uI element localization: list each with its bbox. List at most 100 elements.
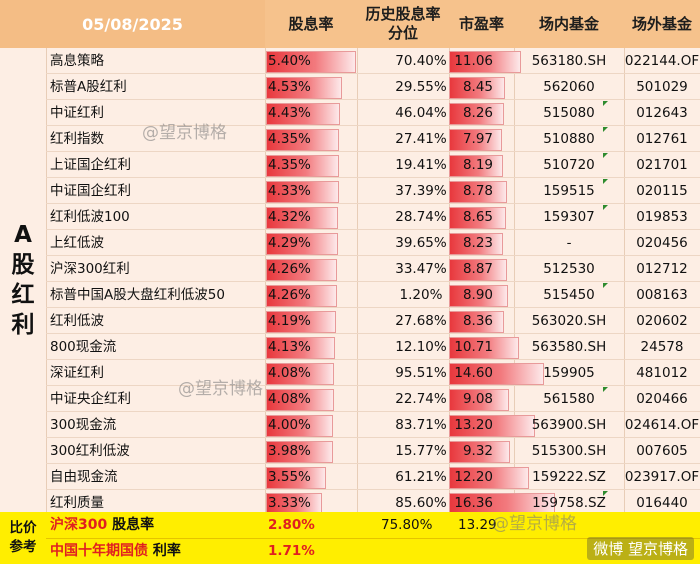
pe-bar <box>449 337 519 359</box>
yield-bar <box>266 155 339 177</box>
offmarket-fund-code: 020115 <box>636 183 688 199</box>
footer-name-black: 股息率 <box>112 517 155 533</box>
side-label-char: 红 <box>11 282 35 308</box>
pe-bar <box>449 467 529 489</box>
onmarket-fund-code: 515300.SH <box>531 443 607 459</box>
onmarket-fund-code: 510880 <box>543 131 595 147</box>
yield-percentile: 46.04% <box>395 105 447 121</box>
pe-bar <box>449 51 521 73</box>
pe-ratio: 9.08 <box>462 391 493 407</box>
header-percentile: 历史股息率分位 <box>365 5 441 42</box>
grid-line <box>624 48 625 512</box>
offmarket-fund-code: 481012 <box>636 365 688 381</box>
pe-ratio: 8.45 <box>462 79 493 95</box>
offmarket-fund-code: 020456 <box>636 235 688 251</box>
table-row: 800现金流 4.13% 12.10% 10.71 563580.SH 24578 <box>46 334 700 360</box>
offmarket-fund-code: 023917.OF <box>624 469 700 485</box>
offmarket-fund-code: 008163 <box>636 287 688 303</box>
row-divider <box>46 73 700 74</box>
table-row: 中证央企红利 4.08% 22.74% 9.08 561580 020466 <box>46 386 700 412</box>
index-name: 高息策略 <box>50 53 104 69</box>
yield-percentile: 95.51% <box>395 365 447 381</box>
index-name: 中证国企红利 <box>50 183 131 199</box>
row-divider <box>46 385 700 386</box>
pe-bar <box>449 77 505 99</box>
onmarket-fund-code: 159307 <box>543 209 595 225</box>
dividend-yield: 4.32% <box>268 209 311 225</box>
table-row: 300现金流 4.00% 83.71% 13.20 563900.SH 024614.OF <box>46 412 700 438</box>
yield-percentile: 83.71% <box>395 417 447 433</box>
pe-bar <box>449 233 503 255</box>
dividend-yield: 3.55% <box>268 469 311 485</box>
table-row: 高息策略 5.40% 70.40% 11.06 563180.SH 022144.OF <box>46 48 700 74</box>
yield-bar <box>266 259 337 281</box>
pe-bar <box>449 389 509 411</box>
dividend-yield: 4.08% <box>268 365 311 381</box>
yield-bar <box>266 415 333 437</box>
yield-bar <box>266 51 356 73</box>
offmarket-fund-code: 020466 <box>636 391 688 407</box>
pe-ratio: 8.19 <box>462 157 493 173</box>
yield-percentile: 85.60% <box>395 495 447 511</box>
onmarket-fund-code: 159905 <box>543 365 595 381</box>
onmarket-fund-code: 510720 <box>543 157 595 173</box>
yield-bar <box>266 207 338 229</box>
pe-ratio: 8.90 <box>462 287 493 303</box>
side-label-char: 利 <box>11 312 35 338</box>
yield-percentile: 19.41% <box>395 157 447 173</box>
onmarket-fund-code: 159222.SZ <box>532 469 606 485</box>
pe-ratio: 13.20 <box>454 417 493 433</box>
pe-ratio: 8.87 <box>462 261 493 277</box>
offmarket-fund-code: 020602 <box>636 313 688 329</box>
row-divider <box>46 99 700 100</box>
side-label-char: 股 <box>11 252 35 278</box>
yield-percentile: 33.47% <box>395 261 447 277</box>
header-yield: 股息率 <box>288 14 334 33</box>
yield-percentile: 27.68% <box>395 313 447 329</box>
offmarket-fund-code: 019853 <box>636 209 688 225</box>
offmarket-fund-code: 24578 <box>640 339 684 355</box>
index-name: 300红利低波 <box>50 443 130 459</box>
offmarket-fund-code: 016440 <box>636 495 688 511</box>
table-row: 标普A股红利 4.53% 29.55% 8.45 562060 501029 <box>46 74 700 100</box>
cell-comment-marker <box>603 153 608 158</box>
table-row: 中证红利 4.43% 46.04% 8.26 515080 012643 <box>46 100 700 126</box>
pe-ratio: 14.60 <box>454 365 493 381</box>
table-row: 上证国企红利 4.35% 19.41% 8.19 510720 021701 <box>46 152 700 178</box>
index-name: 中证红利 <box>50 105 104 121</box>
table-row: 上红低波 4.29% 39.65% 8.23 - 020456 <box>46 230 700 256</box>
row-divider <box>46 281 700 282</box>
onmarket-fund-code: 563580.SH <box>531 339 607 355</box>
table-row: 自由现金流 3.55% 61.21% 12.20 159222.SZ 023917.OF <box>46 464 700 490</box>
grid-line <box>46 48 47 512</box>
pe-ratio: 8.23 <box>462 235 493 251</box>
cell-comment-marker <box>603 179 608 184</box>
dividend-yield: 4.35% <box>268 131 311 147</box>
footer-yield: 2.80% <box>268 517 315 533</box>
row-divider <box>46 177 700 178</box>
onmarket-fund-code: 563900.SH <box>531 417 607 433</box>
pe-ratio: 7.97 <box>462 131 493 147</box>
pe-bar <box>449 285 508 307</box>
pe-ratio: 8.65 <box>462 209 493 225</box>
yield-bar <box>266 285 337 307</box>
footer-name-red: 中国十年期国债 <box>50 543 148 559</box>
dividend-yield: 4.26% <box>268 287 311 303</box>
yield-percentile: 1.20% <box>399 287 443 303</box>
pe-ratio: 16.36 <box>454 495 493 511</box>
dividend-yield: 4.33% <box>268 183 311 199</box>
pe-ratio: 8.78 <box>462 183 493 199</box>
cell-comment-marker <box>603 205 608 210</box>
cell-comment-marker <box>603 491 608 496</box>
row-divider <box>46 463 700 464</box>
yield-percentile: 12.10% <box>395 339 447 355</box>
watermark-weibo: 微博 望京博格 <box>587 537 694 560</box>
table-header: 05/08/2025 股息率 历史股息率分位 市盈率 场内基金 场外基金 <box>0 0 700 48</box>
index-name: 中证央企红利 <box>50 391 131 407</box>
dividend-yield: 5.40% <box>268 53 311 69</box>
onmarket-fund-code: 515450 <box>543 287 595 303</box>
dividend-yield: 4.08% <box>268 391 311 407</box>
pe-ratio: 8.36 <box>462 313 493 329</box>
table-row: 沪深300红利 4.26% 33.47% 8.87 512530 012712 <box>46 256 700 282</box>
yield-bar <box>266 311 336 333</box>
